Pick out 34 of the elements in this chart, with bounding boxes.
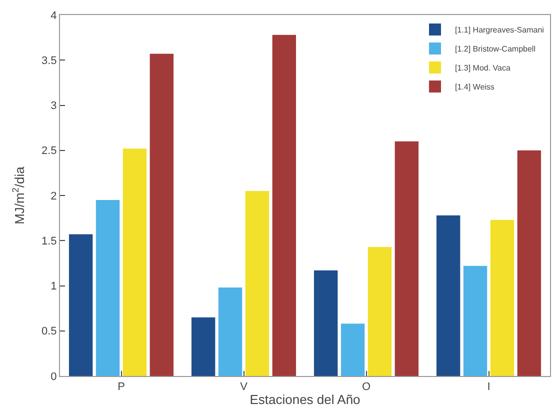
y-tick-label: 4 [50,10,57,22]
bar [490,220,514,376]
bar [245,190,270,376]
bar [122,148,147,376]
x-tick-label: V [240,381,248,394]
y-tick-label: 2 [50,190,57,202]
legend-label: [1.2] Bristow-Campbell [455,44,536,54]
bar [394,141,419,376]
y-tick-label: 3.5 [42,54,57,67]
y-tick-label: 0.5 [42,326,57,338]
y-tick-label: 0 [50,370,57,383]
legend-label: [1.3] Mod. Vaca [455,64,511,73]
bar [150,54,174,376]
bar [463,266,488,376]
bar [340,324,365,376]
y-tick-label: 2.5 [42,145,57,158]
y-tick-label: 1.5 [42,235,57,248]
bar [368,246,392,376]
bar [272,34,296,376]
legend-label: [1.4] Weiss [455,82,494,92]
legend-label: [1.1] Hargreaves-Samani [455,26,544,35]
x-axis-title: Estaciones del Año [250,392,360,407]
x-tick-label: P [118,381,125,394]
bar [314,270,338,376]
bar [436,215,460,376]
bar [96,200,120,376]
y-tick-label: 1 [50,280,57,293]
x-tick-label: O [362,381,371,394]
bar [517,150,542,376]
bar [68,234,93,376]
x-tick-label: I [487,381,490,394]
y-tick-label: 3 [50,100,57,112]
bar [218,288,242,376]
bar [191,317,216,376]
